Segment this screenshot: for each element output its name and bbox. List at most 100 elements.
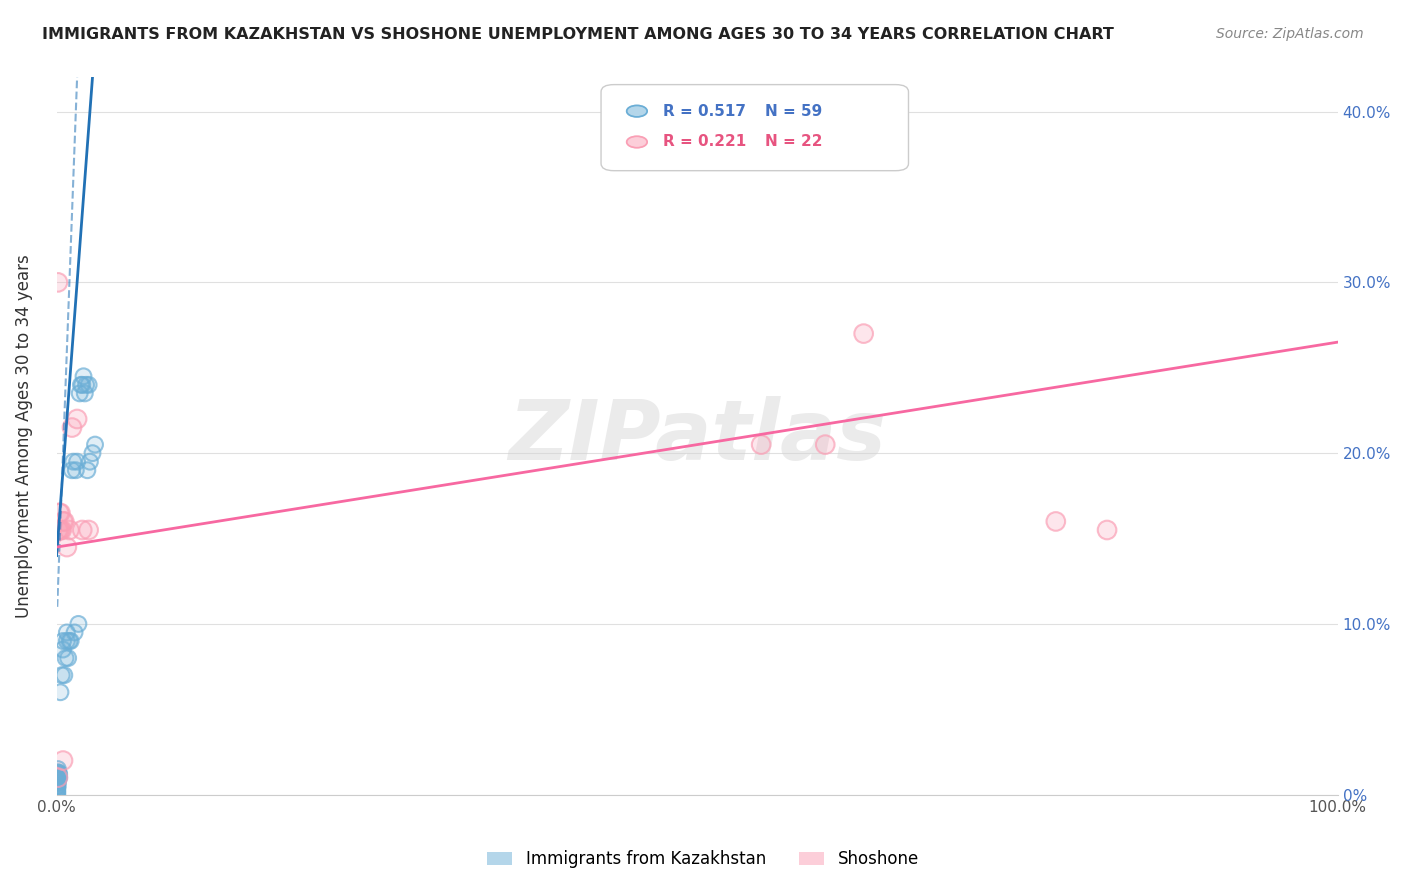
Point xyxy=(70,377,93,392)
Point xyxy=(1095,523,1118,537)
Point xyxy=(66,412,89,426)
Point xyxy=(49,523,72,537)
Point xyxy=(46,774,69,789)
Point xyxy=(46,782,69,797)
FancyBboxPatch shape xyxy=(600,85,908,170)
Point xyxy=(46,769,69,783)
Point xyxy=(46,774,69,789)
Point xyxy=(46,776,69,790)
Point xyxy=(73,386,96,401)
Point xyxy=(49,506,72,520)
Point xyxy=(52,754,75,768)
Point xyxy=(82,446,104,460)
Point xyxy=(52,634,75,648)
Point xyxy=(65,463,87,477)
Point xyxy=(51,668,73,682)
Point xyxy=(67,616,90,631)
Point xyxy=(49,685,72,699)
Point xyxy=(62,455,84,469)
Point xyxy=(46,769,69,783)
Point xyxy=(1045,515,1067,529)
Point xyxy=(1095,523,1118,537)
Point xyxy=(60,420,83,434)
Legend: Immigrants from Kazakhstan, Shoshone: Immigrants from Kazakhstan, Shoshone xyxy=(481,844,925,875)
Point xyxy=(46,767,69,781)
Point xyxy=(46,523,69,537)
Point xyxy=(70,523,93,537)
Point xyxy=(46,276,69,290)
Point xyxy=(84,437,107,451)
Text: Source: ZipAtlas.com: Source: ZipAtlas.com xyxy=(1216,27,1364,41)
Point xyxy=(852,326,875,341)
Point xyxy=(51,523,73,537)
Point xyxy=(48,771,70,785)
Point xyxy=(60,463,83,477)
Point xyxy=(48,523,70,537)
Point xyxy=(46,762,69,776)
Point xyxy=(48,771,70,785)
Point xyxy=(46,777,69,791)
Point xyxy=(46,772,69,787)
Point xyxy=(52,754,75,768)
Point xyxy=(46,784,69,798)
Point xyxy=(48,771,70,785)
Point xyxy=(66,412,89,426)
Point xyxy=(58,523,80,537)
Point xyxy=(46,772,69,787)
Point xyxy=(56,651,79,665)
Point xyxy=(77,523,100,537)
Point xyxy=(56,634,79,648)
Point xyxy=(46,779,69,793)
Point xyxy=(51,523,73,537)
Point xyxy=(46,774,69,789)
Point xyxy=(46,769,69,783)
Point xyxy=(70,377,93,392)
Point xyxy=(814,437,837,451)
Text: N = 59: N = 59 xyxy=(765,103,823,119)
Point xyxy=(84,437,107,451)
Point xyxy=(63,625,86,640)
Point xyxy=(56,651,79,665)
Point xyxy=(53,515,76,529)
Point xyxy=(46,786,69,800)
Point xyxy=(46,788,69,802)
Point xyxy=(70,523,93,537)
Point xyxy=(46,523,69,537)
Point xyxy=(48,506,70,520)
Point xyxy=(58,634,80,648)
Point xyxy=(72,369,94,384)
Point xyxy=(46,777,69,791)
Point xyxy=(1045,515,1067,529)
Point xyxy=(49,506,72,520)
Circle shape xyxy=(627,136,647,148)
Point xyxy=(52,642,75,657)
Point xyxy=(48,767,70,781)
Point xyxy=(46,772,69,787)
Point xyxy=(48,767,70,781)
Point xyxy=(46,776,69,790)
Point xyxy=(52,634,75,648)
Text: IMMIGRANTS FROM KAZAKHSTAN VS SHOSHONE UNEMPLOYMENT AMONG AGES 30 TO 34 YEARS CO: IMMIGRANTS FROM KAZAKHSTAN VS SHOSHONE U… xyxy=(42,27,1114,42)
Point xyxy=(48,506,70,520)
Point xyxy=(814,437,837,451)
Point xyxy=(749,437,772,451)
Point xyxy=(55,651,77,665)
Point xyxy=(51,668,73,682)
Point xyxy=(58,523,80,537)
Point xyxy=(72,369,94,384)
Text: ZIPatlas: ZIPatlas xyxy=(508,395,886,476)
Point xyxy=(46,788,69,802)
Point xyxy=(59,634,82,648)
Point xyxy=(49,685,72,699)
Point xyxy=(46,782,69,797)
Point xyxy=(63,625,86,640)
Point xyxy=(46,765,69,780)
Point xyxy=(46,762,69,776)
Point xyxy=(73,386,96,401)
Point xyxy=(46,765,69,780)
Point xyxy=(76,463,98,477)
Text: N = 22: N = 22 xyxy=(765,135,823,150)
Point xyxy=(53,668,76,682)
Point xyxy=(46,771,69,785)
Point xyxy=(53,515,76,529)
